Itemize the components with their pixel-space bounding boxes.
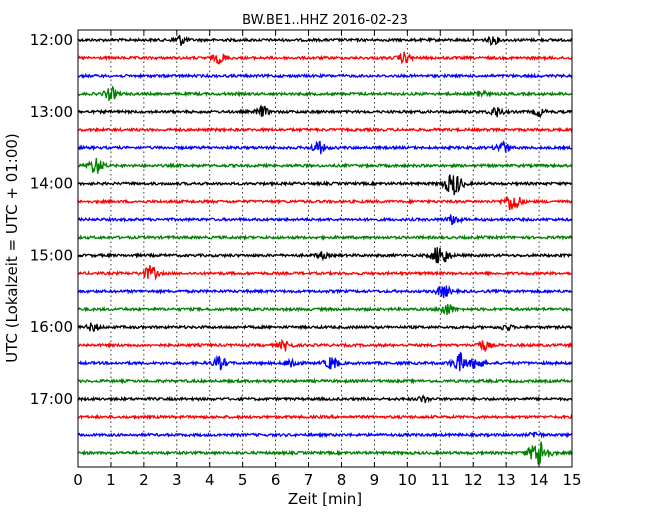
trace-line [77,157,573,174]
y-tick-label: 14:00 [30,175,73,193]
trace-line [77,51,573,65]
trace-line [77,104,573,119]
x-tick-label: 2 [139,471,149,489]
trace-line [77,441,573,465]
trace-line [77,247,573,264]
y-tick-label: 17:00 [30,390,73,408]
x-tick-label: 10 [398,471,417,489]
x-tick-label: 15 [562,471,581,489]
y-axis-label: UTC (Lokalzeit = UTC + 01:00) [3,133,21,363]
grid-lines [110,30,540,467]
trace-line [77,377,573,385]
trace-line [77,140,573,155]
x-tick-label: 0 [73,471,83,489]
trace-line [77,394,573,404]
trace-line [77,72,573,80]
trace-line [77,265,573,281]
x-tick-label: 12 [464,471,483,489]
y-tick-label: 16:00 [30,318,73,336]
x-tick-label: 6 [271,471,281,489]
trace-line [77,431,573,439]
x-axis-ticks: 0 1 2 3 4 5 6 7 8 9 10 11 12 13 14 15 [73,30,582,489]
trace-line [77,85,573,103]
trace-line [77,322,573,333]
y-tick-label: 12:00 [30,31,73,49]
trace-line [77,351,573,372]
x-tick-label: 3 [172,471,182,489]
x-tick-label: 7 [304,471,314,489]
trace-line [77,196,573,211]
x-tick-label: 8 [337,471,347,489]
trace-line [77,338,573,353]
y-axis-ticks: 12:00 13:00 14:00 15:00 16:00 17:00 [30,31,572,408]
chart-title: BW.BE1..HHZ 2016-02-23 [242,13,408,28]
trace-line [77,233,573,241]
trace-line [77,126,573,134]
x-axis-label: Zeit [min] [288,490,362,508]
trace-line [77,214,573,226]
x-tick-label: 9 [370,471,380,489]
plot-frame [77,29,573,468]
trace-line [77,284,573,299]
trace-line [78,303,573,316]
y-tick-label: 13:00 [30,103,73,121]
x-tick-label: 14 [530,471,549,489]
x-tick-label: 1 [106,471,116,489]
x-tick-label: 4 [205,471,215,489]
trace-line [77,35,573,46]
y-tick-label: 15:00 [30,246,73,264]
trace-lines [77,35,573,465]
trace-line [77,413,573,421]
x-tick-label: 13 [497,471,516,489]
x-tick-label: 11 [431,471,450,489]
x-tick-label: 5 [238,471,248,489]
trace-line [77,174,573,196]
